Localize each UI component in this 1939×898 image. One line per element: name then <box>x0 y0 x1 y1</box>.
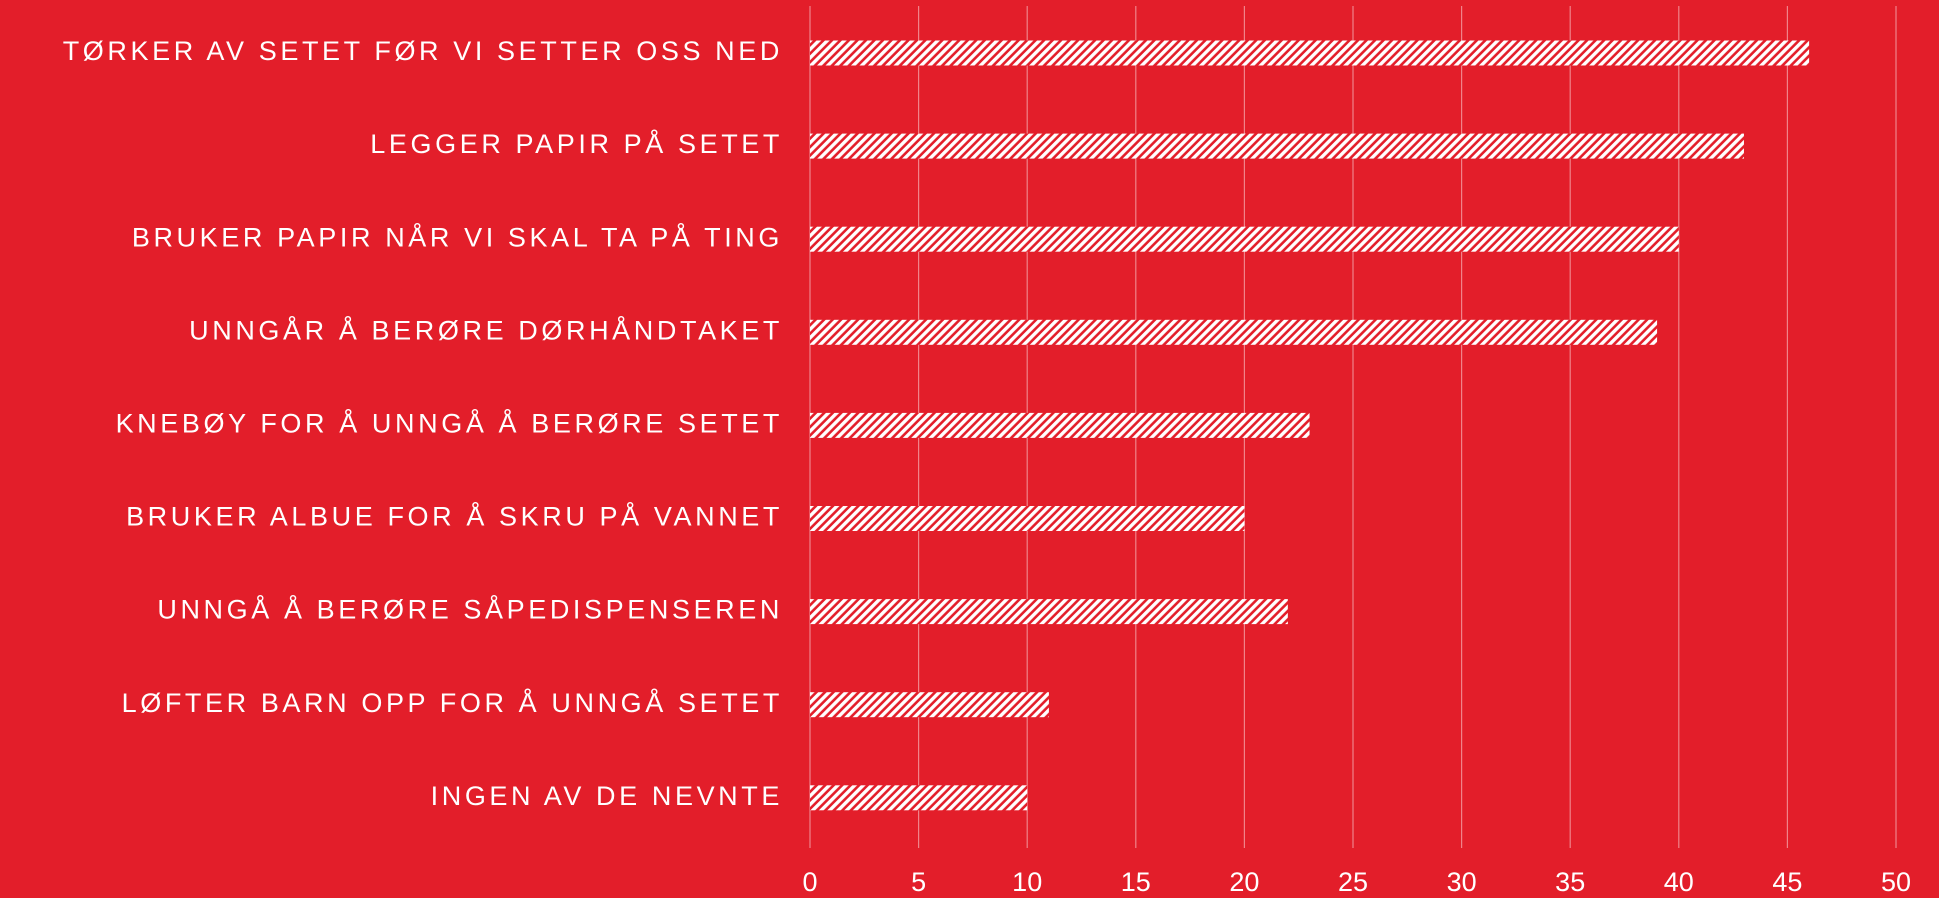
x-tick-label: 40 <box>1664 867 1694 897</box>
y-tick-label: INGEN AV DE NEVNTE <box>431 781 783 811</box>
y-tick-label: UNNGÅ Å BERØRE SÅPEDISPENSEREN <box>157 594 783 625</box>
y-tick-label: BRUKER ALBUE FOR Å SKRU PÅ VANNET <box>126 501 783 532</box>
x-tick-label: 45 <box>1772 867 1802 897</box>
bar <box>810 40 1810 66</box>
y-tick-label: UNNGÅR Å BERØRE DØRHÅNDTAKET <box>189 314 783 345</box>
x-tick-label: 50 <box>1881 867 1911 897</box>
bar <box>810 226 1679 252</box>
y-tick-label: BRUKER PAPIR NÅR VI SKAL TA PÅ TING <box>132 221 783 252</box>
x-tick-label: 10 <box>1012 867 1042 897</box>
bar <box>810 506 1245 531</box>
x-tick-label: 20 <box>1229 867 1259 897</box>
x-tick-label: 25 <box>1338 867 1368 897</box>
bar <box>810 133 1744 159</box>
x-tick-label: 35 <box>1555 867 1585 897</box>
y-tick-label: KNEBØY FOR Å UNNGÅ Å BERØRE SETET <box>116 408 783 439</box>
x-tick-label: 30 <box>1447 867 1477 897</box>
x-tick-label: 15 <box>1121 867 1151 897</box>
x-tick-label: 0 <box>802 867 817 897</box>
x-tick-label: 5 <box>911 867 926 897</box>
bar <box>810 692 1049 718</box>
y-tick-label: TØRKER AV SETET FØR VI SETTER OSS NED <box>63 36 783 66</box>
bar <box>810 785 1028 811</box>
y-tick-label: LEGGER PAPIR PÅ SETET <box>370 128 783 159</box>
bar <box>810 319 1658 345</box>
y-tick-label: LØFTER BARN OPP FOR Å UNNGÅ SETET <box>122 687 783 718</box>
bar <box>810 599 1288 625</box>
bar <box>810 412 1310 438</box>
